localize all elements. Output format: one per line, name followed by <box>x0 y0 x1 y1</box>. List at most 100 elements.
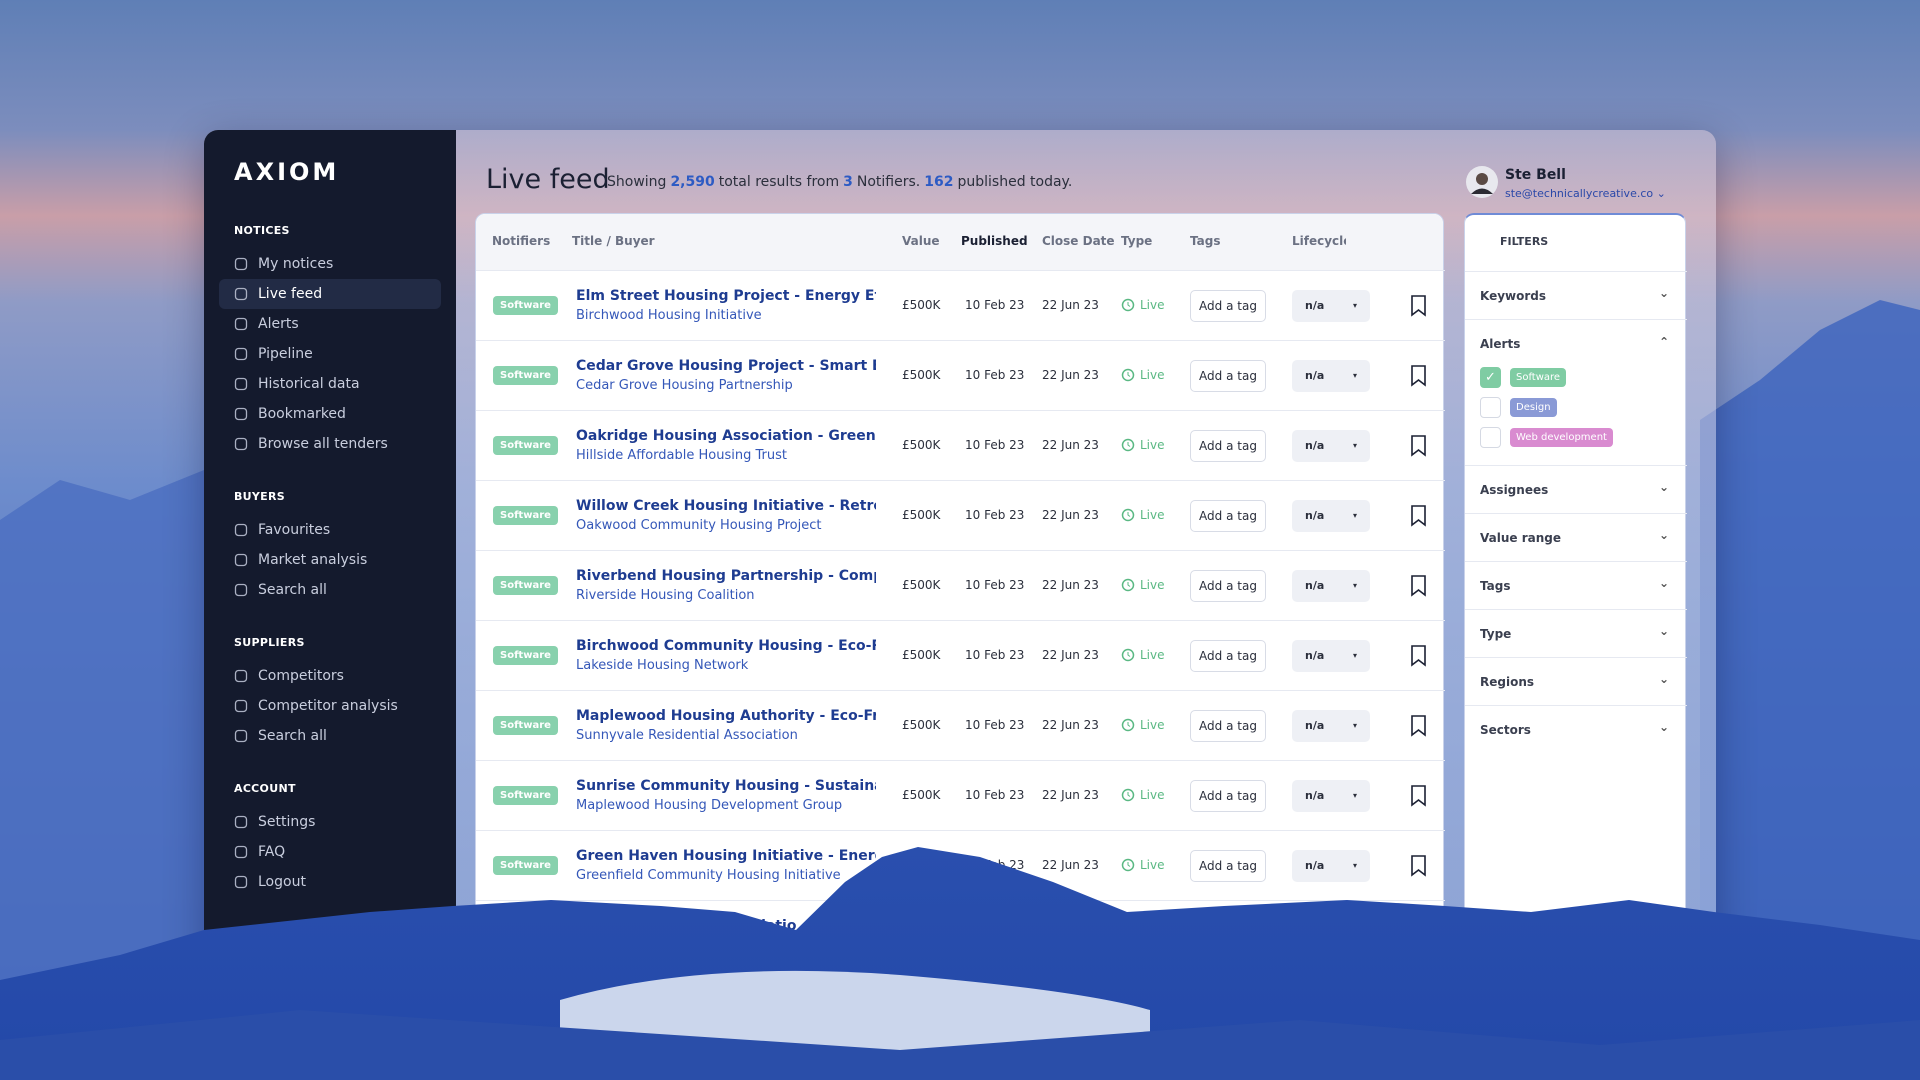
filter-group[interactable]: Assignees ⌄ <box>1465 465 1687 513</box>
icon <box>1121 438 1135 452</box>
add-tag-button[interactable]: Add a tag <box>1190 430 1266 462</box>
notice-title[interactable]: Maplewood Housing Authority - Eco-Friend… <box>576 708 876 724</box>
nav-item[interactable]: Browse all tenders <box>219 429 441 459</box>
bookmark-button[interactable] <box>1409 434 1429 458</box>
notifier-badge: Software <box>493 366 558 385</box>
nav-item[interactable]: Alerts <box>219 309 441 339</box>
add-tag-button[interactable]: Add a tag <box>1190 710 1266 742</box>
column-header[interactable]: Notifiers <box>492 234 551 248</box>
buyer-name[interactable]: Lakeside Housing Network <box>576 658 749 673</box>
filter-group[interactable]: Sectors ⌄ <box>1465 705 1687 753</box>
filter-group[interactable]: Tags ⌄ <box>1465 561 1687 609</box>
add-tag-button[interactable]: Add a tag <box>1190 920 1266 952</box>
notice-title[interactable]: Sunrise Community Housing - Sustainable … <box>576 778 876 794</box>
type-status: Live <box>1121 928 1165 942</box>
nav-item[interactable]: Historical data <box>219 369 441 399</box>
alert-tag: Design <box>1510 398 1557 417</box>
add-tag-button[interactable]: Add a tag <box>1190 500 1266 532</box>
lifecycle-select[interactable]: n/a ▾ <box>1292 850 1370 882</box>
buyer-name[interactable]: Oakwood Community Housing Project <box>576 518 822 533</box>
notice-title[interactable]: Oakridge Housing Association - Green Bui… <box>576 428 876 444</box>
nav-item[interactable]: Settings <box>219 807 441 837</box>
add-tag-button[interactable]: Add a tag <box>1190 290 1266 322</box>
nav-item[interactable]: Logout <box>219 867 441 897</box>
buyer-name[interactable]: Birchwood Housing Initiative <box>576 308 762 323</box>
bookmark-button[interactable] <box>1409 644 1429 668</box>
checkbox[interactable] <box>1480 427 1501 448</box>
bookmark-button[interactable] <box>1409 854 1429 878</box>
buyer-name[interactable]: Riverside Housing Coalition <box>576 588 755 603</box>
lifecycle-select[interactable]: n/a ▾ <box>1292 780 1370 812</box>
notice-title[interactable]: Cedar Grove Housing Project - Smart Ener… <box>576 358 876 374</box>
filter-group[interactable]: Keywords ⌄ <box>1465 271 1687 319</box>
bookmark-button[interactable] <box>1409 504 1429 528</box>
nav-label: Alerts <box>258 316 299 332</box>
type-status: Live <box>1121 648 1165 662</box>
buyer-name[interactable]: Greenfield Community Housing Initiative <box>576 868 841 883</box>
lifecycle-select[interactable]: n/a ▾ <box>1292 710 1370 742</box>
nav-item[interactable]: Favourites <box>219 515 441 545</box>
add-tag-button[interactable]: Add a tag <box>1190 780 1266 812</box>
user-name[interactable]: Ste Bell <box>1505 167 1566 183</box>
bookmark-button[interactable] <box>1409 784 1429 808</box>
type-label: Live <box>1140 718 1165 732</box>
column-header[interactable]: Close Date <box>1042 234 1115 248</box>
lifecycle-select[interactable]: n/a ▾ <box>1292 430 1370 462</box>
column-header[interactable]: Value <box>902 234 940 248</box>
lifecycle-select[interactable]: n/a ▾ <box>1292 920 1370 952</box>
buyer-name[interactable]: Sunnyvale Residential Association <box>576 728 798 743</box>
add-tag-button[interactable]: Add a tag <box>1190 850 1266 882</box>
notice-title[interactable]: Riverbend Housing Partnership - Comprehe… <box>576 568 876 584</box>
notice-title[interactable]: Elm Street Housing Project - Energy Effi… <box>576 288 876 304</box>
nav-item[interactable]: Live feed <box>219 279 441 309</box>
section-items: Favourites Market analysis Search all <box>204 515 456 605</box>
nav-item[interactable]: Pipeline <box>219 339 441 369</box>
nav-item[interactable]: FAQ <box>219 837 441 867</box>
bookmark-button[interactable] <box>1409 714 1429 738</box>
filter-label: Regions <box>1480 675 1535 689</box>
nav-item[interactable]: Bookmarked <box>219 399 441 429</box>
user-email[interactable]: ste@technicallycreative.co ⌄ <box>1505 187 1666 200</box>
buyer-name[interactable]: Hillside Affordable Housing Trust <box>576 448 787 463</box>
bookmark-button[interactable] <box>1409 924 1429 948</box>
checkbox[interactable]: ✓ <box>1480 367 1501 388</box>
lifecycle-select[interactable]: n/a ▾ <box>1292 570 1370 602</box>
column-header[interactable]: Title / Buyer <box>572 234 655 248</box>
notice-title[interactable]: Pine Hill Housing Associatio <box>576 918 797 934</box>
bookmark-button[interactable] <box>1409 364 1429 388</box>
buyer-name[interactable]: Cedar Grove Housing Partnership <box>576 378 793 393</box>
lifecycle-select[interactable]: n/a ▾ <box>1292 290 1370 322</box>
nav-item[interactable]: My notices <box>219 249 441 279</box>
notice-title[interactable]: Green Haven Housing Initiative - Energy … <box>576 848 876 864</box>
bookmark-button[interactable] <box>1409 294 1429 318</box>
add-tag-button[interactable]: Add a tag <box>1190 640 1266 672</box>
column-header: Lifecycle <box>1292 234 1346 248</box>
filter-group[interactable]: Alerts ⌄ <box>1465 319 1687 367</box>
close-date: 22 Jun 23 <box>1042 438 1099 452</box>
add-tag-button[interactable]: Add a tag <box>1190 570 1266 602</box>
lifecycle-select[interactable]: n/a ▾ <box>1292 360 1370 392</box>
buyer-name[interactable]: Pine Valley Housing As <box>576 938 724 953</box>
bookmark-button[interactable] <box>1409 574 1429 598</box>
nav-item[interactable]: Search all <box>219 721 441 751</box>
nav-item[interactable]: Market analysis <box>219 545 441 575</box>
icon <box>234 553 248 567</box>
published-date: 10 Feb 23 <box>965 578 1025 592</box>
notifier-badge: Software <box>493 716 558 735</box>
filter-label: Assignees <box>1480 483 1549 497</box>
buyer-name[interactable]: Maplewood Housing Development Group <box>576 798 843 813</box>
add-tag-button[interactable]: Add a tag <box>1190 360 1266 392</box>
notice-title[interactable]: Birchwood Community Housing - Eco-Retrof… <box>576 638 876 654</box>
lifecycle-select[interactable]: n/a ▾ <box>1292 640 1370 672</box>
nav-item[interactable]: Competitor analysis <box>219 691 441 721</box>
checkbox[interactable] <box>1480 397 1501 418</box>
filter-group[interactable]: Regions ⌄ <box>1465 657 1687 705</box>
lifecycle-select[interactable]: n/a ▾ <box>1292 500 1370 532</box>
nav-item[interactable]: Search all <box>219 575 441 605</box>
notice-title[interactable]: Willow Creek Housing Initiative - Retrof… <box>576 498 876 514</box>
column-header[interactable]: Published <box>961 234 1028 248</box>
filter-group[interactable]: Type ⌄ <box>1465 609 1687 657</box>
filter-group[interactable]: Value range ⌄ <box>1465 513 1687 561</box>
nav-item[interactable]: Competitors <box>219 661 441 691</box>
icon <box>1121 788 1135 802</box>
